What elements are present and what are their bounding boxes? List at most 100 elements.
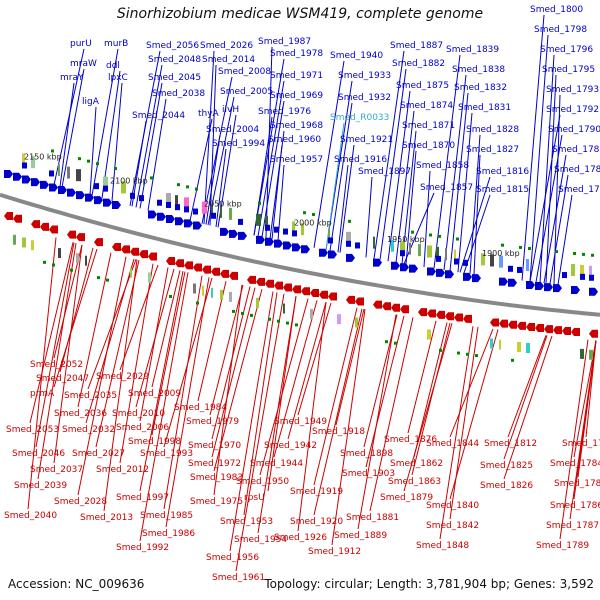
forward-gene-label[interactable]: Smed_2004 xyxy=(206,125,259,135)
forward-gene-arrow[interactable] xyxy=(58,186,67,195)
reverse-gene-arrow[interactable] xyxy=(121,245,130,254)
forward-gene-label[interactable]: Smed_2045 xyxy=(148,73,201,83)
reverse-gene-label[interactable]: Smed_1954 xyxy=(234,535,287,545)
gene-arrows[interactable] xyxy=(4,162,598,338)
reverse-gene-label[interactable]: Smed_1997 xyxy=(116,493,169,503)
reverse-gene-label[interactable]: Smed_1919 xyxy=(290,487,343,497)
forward-gene-arrow[interactable] xyxy=(130,192,135,199)
forward-gene-arrow[interactable] xyxy=(184,206,189,213)
forward-gene-arrow[interactable] xyxy=(436,255,441,262)
forward-gene-label[interactable]: Smed_1932 xyxy=(338,93,391,103)
forward-gene-label[interactable]: Smed_1858 xyxy=(416,161,469,171)
reverse-gene-arrow[interactable] xyxy=(220,269,229,278)
reverse-gene-arrow[interactable] xyxy=(130,247,139,256)
forward-gene-label[interactable]: Smed_1831 xyxy=(458,103,511,113)
forward-gene-label[interactable]: Smed_1874 xyxy=(400,101,453,111)
forward-gene-label[interactable]: Smed_1976 xyxy=(258,107,311,117)
reverse-gene-label[interactable]: Smed_2029 xyxy=(96,372,149,382)
reverse-gene-label[interactable]: Smed_1862 xyxy=(390,459,443,469)
reverse-gene-label[interactable]: Smed_1918 xyxy=(312,427,365,437)
forward-gene-label[interactable]: Smed_1971 xyxy=(270,71,323,81)
reverse-gene-label[interactable]: Smed_2032 xyxy=(62,425,115,435)
forward-gene-arrow[interactable] xyxy=(463,272,472,281)
reverse-gene-label[interactable]: Smed_1984 xyxy=(174,403,227,413)
forward-gene-arrow[interactable] xyxy=(76,191,85,200)
forward-gene-label[interactable]: Smed_1921 xyxy=(340,135,393,145)
forward-gene-label[interactable]: murB xyxy=(104,39,128,49)
reverse-gene-label[interactable]: Smed_2053 xyxy=(6,425,59,435)
reverse-gene-arrow[interactable] xyxy=(382,302,391,311)
reverse-gene-label[interactable]: rpsU xyxy=(244,493,265,503)
forward-gene-arrow[interactable] xyxy=(373,258,382,267)
reverse-gene-arrow[interactable] xyxy=(490,318,499,327)
reverse-gene-arrow[interactable] xyxy=(436,310,445,319)
reverse-gene-label[interactable]: Smed_1848 xyxy=(416,541,469,551)
forward-gene-label[interactable]: Smed_2005 xyxy=(220,87,273,97)
forward-gene-arrow[interactable] xyxy=(463,259,468,266)
reverse-gene-label[interactable]: Smed_1944 xyxy=(250,459,303,469)
forward-gene-label[interactable]: Smed_1994 xyxy=(212,139,265,149)
reverse-gene-label[interactable]: Smed_1986 xyxy=(142,529,195,539)
reverse-gene-arrow[interactable] xyxy=(562,327,571,336)
forward-gene-label[interactable]: lpxC xyxy=(108,73,128,83)
forward-gene-arrow[interactable] xyxy=(139,195,144,202)
reverse-gene-arrow[interactable] xyxy=(256,277,265,286)
reverse-gene-arrow[interactable] xyxy=(202,265,211,274)
forward-gene-arrow[interactable] xyxy=(103,185,108,192)
reverse-gene-arrow[interactable] xyxy=(76,233,85,242)
reverse-gene-label[interactable]: Smed_1842 xyxy=(426,521,479,531)
reverse-gene-label[interactable]: Smed_1985 xyxy=(140,511,193,521)
forward-gene-arrow[interactable] xyxy=(22,162,27,169)
forward-gene-label[interactable]: Smed_1875 xyxy=(396,81,449,91)
reverse-gene-label[interactable]: Smed_2009 xyxy=(128,389,181,399)
forward-gene-label[interactable]: Smed_1870 xyxy=(402,141,455,151)
reverse-gene-arrow[interactable] xyxy=(400,305,409,314)
forward-gene-arrow[interactable] xyxy=(220,227,229,236)
reverse-gene-arrow[interactable] xyxy=(265,279,274,288)
forward-gene-arrow[interactable] xyxy=(67,188,76,197)
forward-gene-arrow[interactable] xyxy=(175,204,180,211)
forward-gene-arrow[interactable] xyxy=(508,265,513,272)
reverse-gene-arrow[interactable] xyxy=(49,225,58,234)
forward-gene-label[interactable]: Smed_1796 xyxy=(540,45,593,55)
forward-gene-label[interactable]: Smed_1788 xyxy=(552,145,600,155)
reverse-gene-label[interactable]: Smed_2035 xyxy=(64,391,117,401)
forward-gene-arrow[interactable] xyxy=(31,178,40,187)
forward-gene-arrow[interactable] xyxy=(454,258,459,265)
reverse-gene-label[interactable]: Smed_2046 xyxy=(12,449,65,459)
forward-gene-arrow[interactable] xyxy=(166,201,171,208)
forward-gene-arrow[interactable] xyxy=(94,196,103,205)
reverse-gene-label[interactable]: Smed_1949 xyxy=(274,417,327,427)
reverse-gene-arrow[interactable] xyxy=(445,312,454,321)
reverse-gene-arrow[interactable] xyxy=(67,230,76,239)
reverse-gene-arrow[interactable] xyxy=(346,295,355,304)
forward-gene-arrow[interactable] xyxy=(274,239,283,248)
reverse-gene-label[interactable]: Smed_1972 xyxy=(188,459,241,469)
reverse-gene-arrow[interactable] xyxy=(526,323,535,332)
reverse-gene-label[interactable]: Smed_2010 xyxy=(112,409,165,419)
forward-gene-arrow[interactable] xyxy=(85,193,94,202)
reverse-gene-label[interactable]: Smed_1970 xyxy=(188,441,241,451)
reverse-gene-label[interactable]: Smed_2027 xyxy=(72,449,125,459)
forward-gene-arrow[interactable] xyxy=(283,241,292,250)
reverse-gene-label[interactable]: Smed_1789 xyxy=(536,541,589,551)
reverse-gene-arrow[interactable] xyxy=(175,259,184,268)
reverse-gene-label[interactable]: Smed_1785 xyxy=(554,479,600,489)
forward-gene-label[interactable]: Smed_1778 xyxy=(558,185,600,195)
forward-gene-label[interactable]: Smed_1828 xyxy=(466,125,519,135)
reverse-gene-label[interactable]: Smed_2012 xyxy=(96,465,149,475)
forward-gene-label[interactable]: Smed_1940 xyxy=(330,51,383,61)
forward-gene-arrow[interactable] xyxy=(211,212,216,219)
reverse-gene-label[interactable]: Smed_1786 xyxy=(550,501,600,511)
reverse-gene-labels[interactable]: Smed_2052 Smed_2047 Smed_2029 prmA Smed_2035… xyxy=(4,360,600,583)
reverse-gene-arrow[interactable] xyxy=(31,220,40,229)
forward-gene-label[interactable]: Smed_1957 xyxy=(270,155,323,165)
reverse-gene-arrow[interactable] xyxy=(193,263,202,272)
reverse-gene-label[interactable]: Smed_1993 xyxy=(140,449,193,459)
forward-gene-arrow[interactable] xyxy=(13,172,22,181)
reverse-gene-arrow[interactable] xyxy=(4,212,13,221)
forward-gene-label[interactable]: ddl xyxy=(106,61,120,71)
reverse-gene-label[interactable]: Smed_1826 xyxy=(480,481,533,491)
reverse-gene-arrow[interactable] xyxy=(211,267,220,276)
